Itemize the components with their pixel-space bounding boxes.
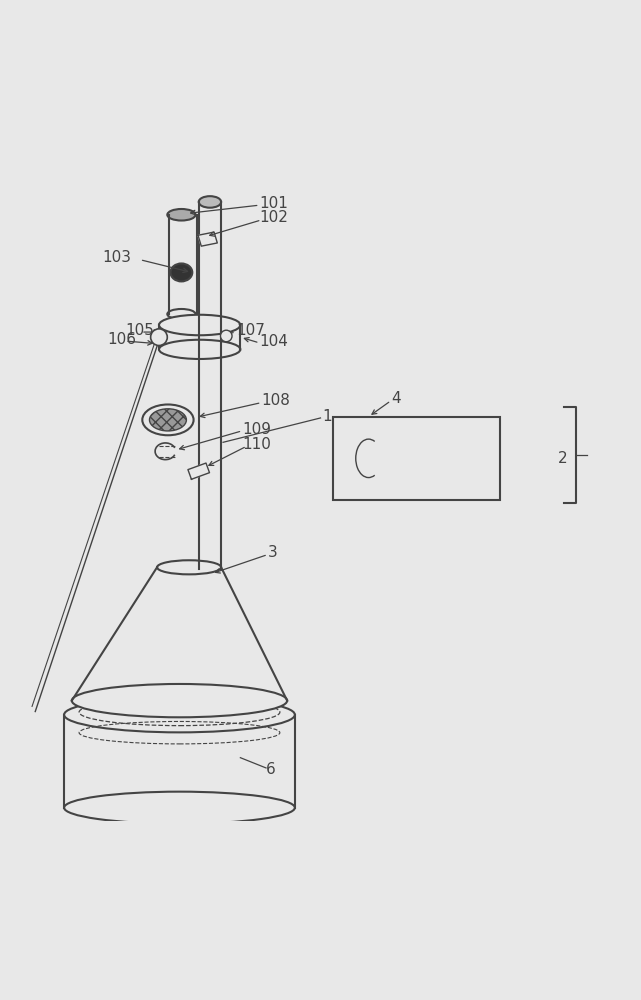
Ellipse shape — [149, 409, 187, 431]
Ellipse shape — [171, 263, 192, 281]
Text: 104: 104 — [260, 334, 288, 349]
Ellipse shape — [142, 404, 194, 435]
Ellipse shape — [157, 560, 221, 574]
Text: 1: 1 — [322, 409, 332, 424]
Text: 3: 3 — [268, 545, 278, 560]
Text: 105: 105 — [125, 323, 154, 338]
Polygon shape — [198, 232, 217, 246]
Ellipse shape — [167, 309, 196, 319]
Ellipse shape — [64, 792, 295, 824]
Text: 103: 103 — [103, 250, 131, 265]
Text: 4: 4 — [391, 391, 401, 406]
Text: 6: 6 — [266, 762, 276, 777]
Text: 102: 102 — [260, 210, 288, 225]
Ellipse shape — [199, 196, 221, 208]
Text: 2: 2 — [558, 451, 567, 466]
Text: 107: 107 — [236, 323, 265, 338]
Text: 101: 101 — [260, 196, 288, 211]
Ellipse shape — [159, 340, 240, 359]
Ellipse shape — [72, 684, 287, 717]
Text: 110: 110 — [242, 437, 271, 452]
Ellipse shape — [167, 209, 196, 221]
Text: 109: 109 — [242, 422, 271, 437]
Ellipse shape — [159, 315, 240, 335]
Circle shape — [221, 330, 232, 342]
Text: 108: 108 — [262, 393, 290, 408]
Text: 106: 106 — [108, 332, 137, 347]
Ellipse shape — [64, 697, 295, 732]
Bar — [333, 417, 500, 500]
Polygon shape — [188, 463, 210, 479]
Circle shape — [151, 329, 167, 346]
